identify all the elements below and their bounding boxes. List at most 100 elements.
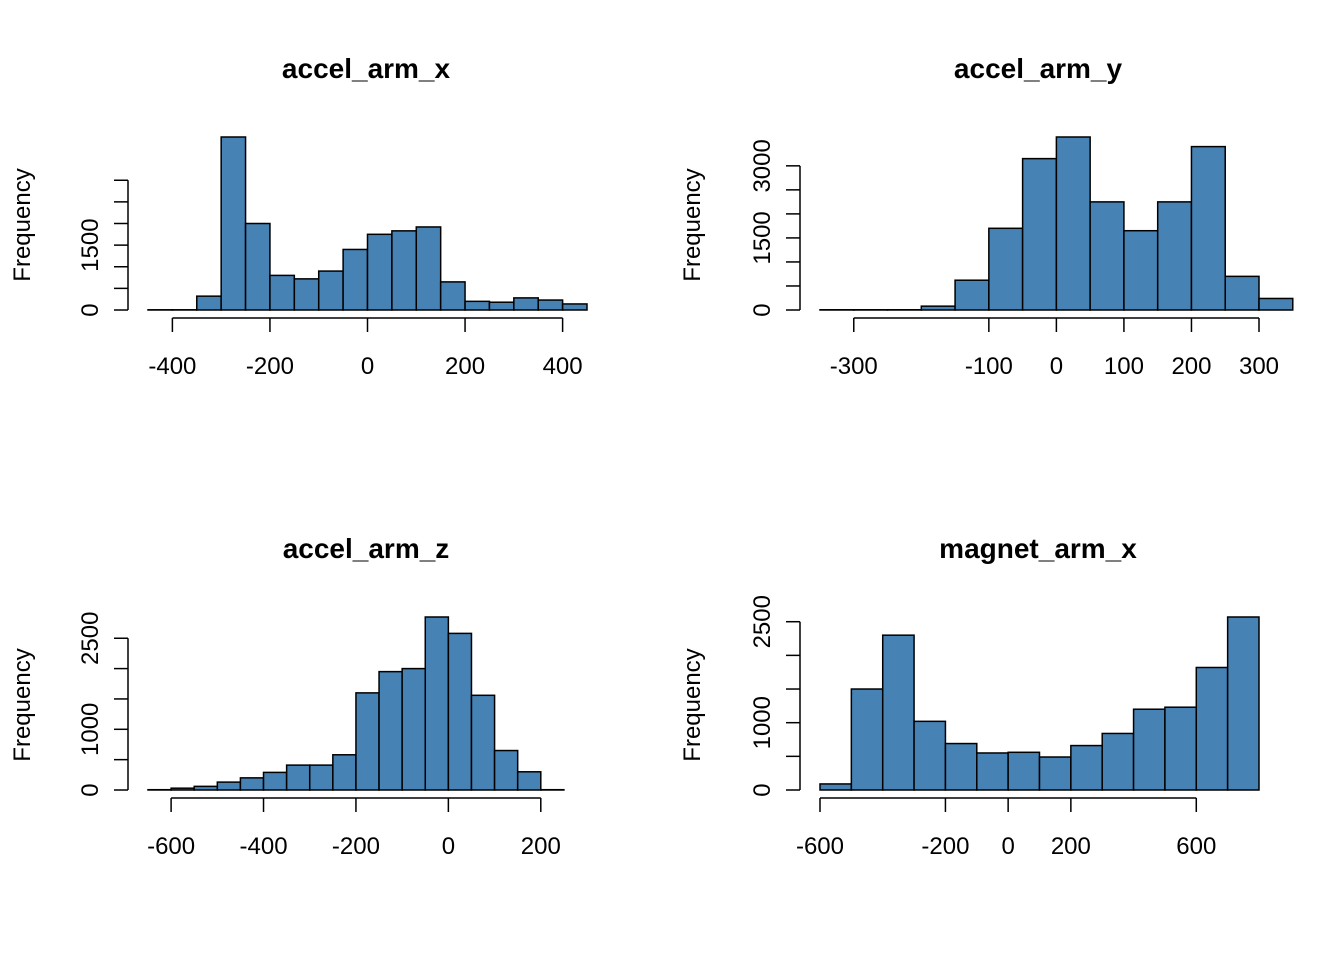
x-tick-label: 0 xyxy=(361,353,374,380)
y-axis-label: Frequency xyxy=(679,168,706,281)
chart-title: accel_arm_x xyxy=(282,53,451,84)
histogram-bar xyxy=(424,616,450,791)
x-tick-label: 300 xyxy=(1239,353,1279,380)
y-axis-label: Frequency xyxy=(679,648,706,761)
x-tick-label: -600 xyxy=(147,833,195,860)
histogram-bar xyxy=(516,771,542,791)
axes: -400 -200 0 200 400 0 1500 xyxy=(77,179,583,380)
x-tick-label: 100 xyxy=(1104,353,1144,380)
chart-title: accel_arm_z xyxy=(283,533,450,564)
histogram-bar xyxy=(1258,297,1294,311)
x-tick-label: 200 xyxy=(521,833,561,860)
histogram-bar xyxy=(1089,201,1125,311)
histogram-bar xyxy=(913,720,947,791)
histogram-bar xyxy=(196,295,222,311)
histogram-bar xyxy=(988,227,1024,311)
histogram-bar xyxy=(944,742,978,791)
y-tick-label: 1500 xyxy=(77,218,104,271)
x-tick-label: -200 xyxy=(921,833,969,860)
histogram-bar xyxy=(1156,201,1193,311)
histogram-bar xyxy=(537,299,564,311)
histogram-bar xyxy=(193,785,219,791)
histogram-bar xyxy=(513,297,539,311)
histogram-bar xyxy=(1226,616,1260,791)
histogram-bar xyxy=(391,230,418,311)
histogram-bar xyxy=(819,783,853,791)
histogram-bar xyxy=(1101,732,1135,791)
chart-title: magnet_arm_x xyxy=(939,533,1137,564)
bars xyxy=(147,616,565,791)
x-tick-label: 200 xyxy=(1171,353,1211,380)
histogram-bar xyxy=(1055,136,1091,311)
histogram-bar xyxy=(317,270,344,311)
x-tick-label: -200 xyxy=(246,353,294,380)
histogram-bar xyxy=(464,300,491,311)
y-tick-label: 0 xyxy=(77,303,104,316)
histogram-bar xyxy=(1070,744,1103,791)
histogram-bar xyxy=(1123,229,1159,311)
histogram-bar xyxy=(447,632,473,791)
histogram-bar xyxy=(1007,751,1041,791)
histogram-bar xyxy=(881,634,915,791)
histogram-bar xyxy=(285,764,311,791)
histogram-bar xyxy=(1038,756,1072,791)
histogram-bar xyxy=(220,136,247,311)
histogram-bar xyxy=(293,278,320,311)
y-tick-label: 2500 xyxy=(749,595,776,648)
histogram-bar xyxy=(355,692,380,791)
axes: -600 -400 -200 0 200 0 1000 2500 xyxy=(77,612,561,860)
histogram-bar xyxy=(850,688,884,791)
x-tick-label: 0 xyxy=(1001,833,1014,860)
y-tick-label: 1000 xyxy=(749,696,776,749)
panel-accel-arm-y: accel_arm_y Frequency -300 -100 0 100 200 300… xyxy=(679,53,1294,380)
histogram-bar xyxy=(488,301,515,311)
y-tick-label: 3000 xyxy=(749,139,776,192)
x-tick-label: -400 xyxy=(240,833,288,860)
histogram-bar xyxy=(1195,666,1229,791)
histogram-bar xyxy=(1190,145,1226,311)
y-tick-label: 0 xyxy=(77,783,104,796)
x-tick-label: 200 xyxy=(445,353,485,380)
histogram-bar xyxy=(561,303,588,311)
histogram-bar xyxy=(216,781,242,791)
x-tick-label: -400 xyxy=(148,353,196,380)
histogram-bar xyxy=(269,274,296,311)
x-tick-label: 200 xyxy=(1051,833,1091,860)
histogram-bar xyxy=(415,226,442,311)
x-tick-label: 0 xyxy=(1050,353,1063,380)
panel-magnet-arm-x: magnet_arm_x Frequency -600 -200 0 200 600 0 1… xyxy=(679,533,1260,860)
histogram-bar xyxy=(1021,157,1058,311)
chart-title: accel_arm_y xyxy=(954,53,1123,84)
x-tick-label: -200 xyxy=(332,833,380,860)
panel-accel-arm-z: accel_arm_z Frequency -600 -400 -200 0 200 0 1… xyxy=(9,533,565,860)
histogram-bar xyxy=(366,233,393,311)
x-tick-label: 0 xyxy=(442,833,455,860)
bars xyxy=(147,136,588,311)
histogram-bar xyxy=(920,305,956,311)
histogram-bar xyxy=(244,222,271,311)
histogram-bar xyxy=(378,670,403,791)
x-tick-label: 600 xyxy=(1176,833,1216,860)
y-tick-label: 2500 xyxy=(77,612,104,665)
histogram-bar xyxy=(439,281,466,311)
x-tick-label: -600 xyxy=(796,833,844,860)
x-tick-label: -300 xyxy=(830,353,878,380)
histogram-bar xyxy=(1132,708,1166,791)
x-tick-label: -100 xyxy=(965,353,1013,380)
y-tick-label: 0 xyxy=(749,783,776,796)
histogram-bar xyxy=(1164,706,1198,791)
panel-accel-arm-x: accel_arm_x Frequency -400 -200 0 200 400 0 15… xyxy=(9,53,588,380)
y-tick-label: 0 xyxy=(749,303,776,316)
x-tick-label: 400 xyxy=(543,353,583,380)
histogram-bar xyxy=(170,787,195,791)
histogram-bar xyxy=(332,754,357,791)
histogram-bar xyxy=(342,248,369,311)
bars xyxy=(819,136,1294,311)
y-tick-label: 1000 xyxy=(77,703,104,756)
y-axis-label: Frequency xyxy=(9,168,36,281)
histogram-bar xyxy=(493,749,519,791)
histogram-bar xyxy=(1224,275,1260,311)
y-axis-label: Frequency xyxy=(9,648,36,761)
